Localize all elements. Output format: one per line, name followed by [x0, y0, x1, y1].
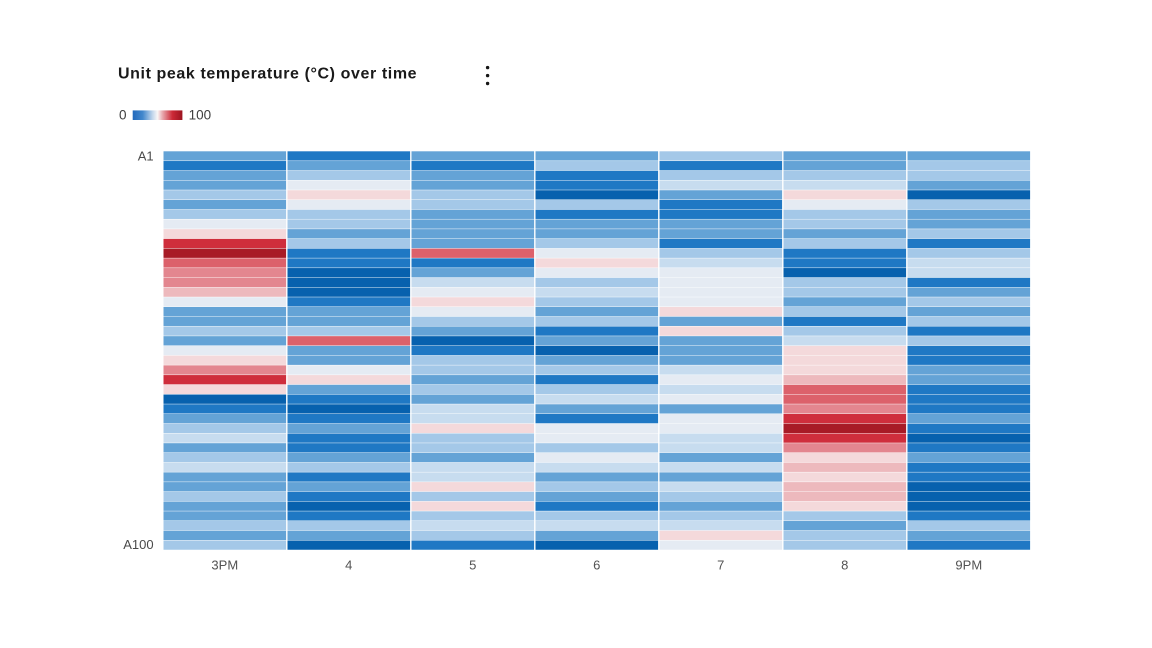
svg-text:100: 100	[189, 108, 212, 123]
svg-text:9PM: 9PM	[955, 558, 982, 573]
svg-text:0: 0	[119, 108, 127, 123]
svg-text:5: 5	[469, 558, 476, 573]
svg-text:7: 7	[717, 558, 724, 573]
svg-text:Unit peak temperature (°C) ove: Unit peak temperature (°C) over time	[118, 66, 417, 83]
svg-text:8: 8	[841, 558, 848, 573]
svg-text:4: 4	[345, 558, 352, 573]
svg-text:6: 6	[593, 558, 600, 573]
svg-text:A1: A1	[138, 149, 154, 164]
svg-text:A100: A100	[123, 537, 153, 552]
svg-text:3PM: 3PM	[211, 558, 238, 573]
